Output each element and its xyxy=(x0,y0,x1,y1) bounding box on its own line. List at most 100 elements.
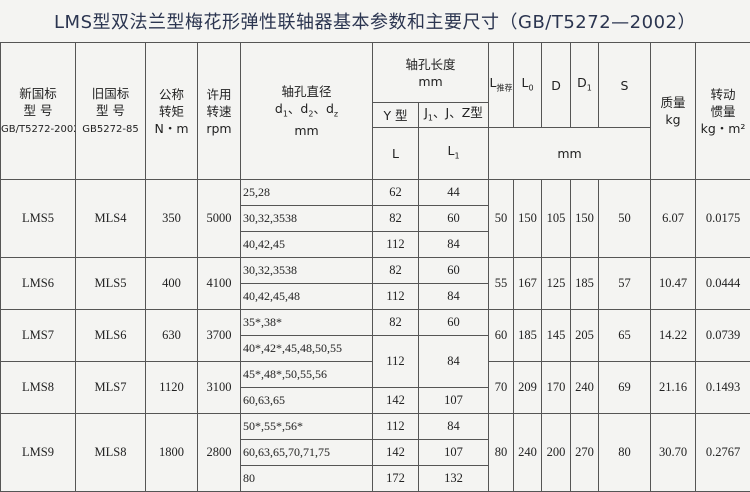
cell-s: 57 xyxy=(598,257,652,310)
cell-bore: 60,63,65,70,71,75 xyxy=(240,439,373,466)
cell-L-text: 112 xyxy=(386,289,405,303)
cell-l-rec-text: 60 xyxy=(494,328,508,342)
cell-d1-text: 205 xyxy=(575,328,594,342)
cell-L-text: 142 xyxy=(386,445,405,459)
cell-bore-text: 80 xyxy=(243,471,255,485)
header-line: N・m xyxy=(147,120,197,137)
header-line: 转动 xyxy=(697,86,750,103)
header-line: 轴孔长度 xyxy=(374,56,488,73)
header-row: Y 型 J1、J、Z型 xyxy=(1,102,750,128)
cell-l-rec: 60 xyxy=(488,309,515,362)
header-text: S xyxy=(620,77,629,93)
cell-bore: 40,42,45,48 xyxy=(240,283,373,310)
table-body: LMS5 MLS4 350 5000 25,28 62 44 50 150 105 150 50 6.0… xyxy=(0,179,750,492)
cell-l-rec: 80 xyxy=(488,413,515,492)
cell-L-text: 82 xyxy=(389,315,402,329)
cell-L1: 107 xyxy=(417,439,490,466)
cell-bore-text: 45*,48*,50,55,56 xyxy=(243,367,327,381)
cell-mass: 21.16 xyxy=(650,361,697,414)
cell-L1: 107 xyxy=(417,387,490,414)
header-subscript: 推荐 xyxy=(496,83,513,93)
header-line: J1、J、Z型 xyxy=(420,104,488,127)
header-cell: 轴孔直径 d1、d2、dz mm xyxy=(240,42,373,180)
cell-bore-text: 30,32,3538 xyxy=(243,263,297,277)
cell-old: MLS7 xyxy=(75,361,146,414)
cell-inertia: 0.0739 xyxy=(695,309,750,362)
cell-bore: 40,42,45 xyxy=(240,231,373,258)
cell-bore: 50*,55*,56* xyxy=(240,413,373,440)
header-subscript: 1 xyxy=(454,151,460,161)
header-cell: L推荐 xyxy=(488,42,515,128)
header-text: d xyxy=(274,100,283,116)
cell-d: 105 xyxy=(541,179,572,258)
header-cell: D xyxy=(541,42,572,128)
cell-old-text: MLS7 xyxy=(94,380,127,394)
header-text: mm xyxy=(294,123,319,139)
cell-bore-text: 30,32,3538 xyxy=(243,211,297,225)
cell-d1-text: 185 xyxy=(575,276,594,290)
header-text: 、d xyxy=(287,100,309,116)
header-line: 惯量 xyxy=(697,103,750,120)
cell-L1: 44 xyxy=(417,179,490,206)
cell-L1-text: 84 xyxy=(447,237,460,251)
cell-new-text: LMS8 xyxy=(22,380,54,394)
cell-bore-text: 40,42,45,48 xyxy=(243,289,300,303)
cell-d-text: 200 xyxy=(546,445,566,459)
cell-d-text: 170 xyxy=(546,380,566,394)
cell-speed: 5000 xyxy=(197,179,241,258)
cell-mass-text: 21.16 xyxy=(658,380,688,394)
cell-L-text: 62 xyxy=(389,185,402,199)
header-text: 旧国标 xyxy=(91,85,130,101)
cell-inertia-text: 0.0175 xyxy=(705,211,741,225)
cell-torque-text: 400 xyxy=(162,276,181,290)
header-line: kg xyxy=(652,111,695,128)
header-line: 公称 xyxy=(147,86,197,103)
cell-d1: 150 xyxy=(570,179,600,258)
cell-L1: 132 xyxy=(417,465,490,492)
cell-l-rec-text: 80 xyxy=(494,445,508,459)
cell-L: 62 xyxy=(372,179,419,206)
cell-bore: 30,32,3538 xyxy=(240,205,373,232)
table-row: 40,42,45,48 112 84 xyxy=(1,283,750,310)
cell-torque-text: 630 xyxy=(162,328,181,342)
header-line: L xyxy=(374,145,418,162)
cell-speed-text: 2800 xyxy=(206,445,232,459)
cell-l0-text: 185 xyxy=(518,328,537,342)
table-header: 新国标型 号 GB/T5272-2002 旧国标型 号 GB5272-85 公称 转矩 N・… xyxy=(0,42,750,180)
header-cell: 轴孔长度 mm xyxy=(371,42,490,103)
cell-old: MLS8 xyxy=(75,413,146,492)
header-line: 许用 xyxy=(199,86,240,103)
header-text: 质量 xyxy=(660,95,686,110)
header-text: J xyxy=(424,104,428,120)
header-cell: mm xyxy=(488,127,652,180)
cell-bore-text: 50*,55*,56* xyxy=(243,419,303,433)
cell-L1: 84 xyxy=(417,335,490,388)
cell-torque-text: 350 xyxy=(162,211,181,225)
cell-s: 50 xyxy=(598,179,652,258)
header-text: D xyxy=(577,74,587,90)
cell-inertia-text: 0.0444 xyxy=(705,276,741,290)
cell-mass: 10.47 xyxy=(650,257,697,310)
header-line: 旧国标 xyxy=(77,85,145,102)
header-cell: 公称 转矩 N・m xyxy=(145,42,198,180)
cell-L-text: 112 xyxy=(386,237,405,251)
header-line: 转矩 xyxy=(147,103,197,120)
header-line: mm xyxy=(242,122,372,139)
cell-mass-text: 6.07 xyxy=(662,211,684,225)
header-cell: 许用 转速 rpm xyxy=(197,42,241,180)
header-line: GB5272-85 xyxy=(77,119,145,138)
cell-inertia: 0.2767 xyxy=(695,413,750,492)
cell-speed-text: 3100 xyxy=(206,380,232,394)
table-row: LMS7 MLS6 630 3700 35*,38* 82 60 60 185 145 205 65 1… xyxy=(0,309,750,362)
cell-old: MLS4 xyxy=(75,179,146,258)
header-line: S xyxy=(600,77,650,94)
cell-new: LMS7 xyxy=(0,309,76,362)
cell-l0: 150 xyxy=(513,179,543,258)
header-subscript: z xyxy=(333,109,339,119)
cell-old-text: MLS8 xyxy=(94,445,127,459)
cell-bore: 40*,42*,45,48,50,55 xyxy=(240,335,373,362)
cell-s-text: 57 xyxy=(618,276,631,290)
cell-d1: 185 xyxy=(570,257,600,310)
header-text: D xyxy=(551,77,561,93)
cell-L-text: 112 xyxy=(386,354,405,368)
